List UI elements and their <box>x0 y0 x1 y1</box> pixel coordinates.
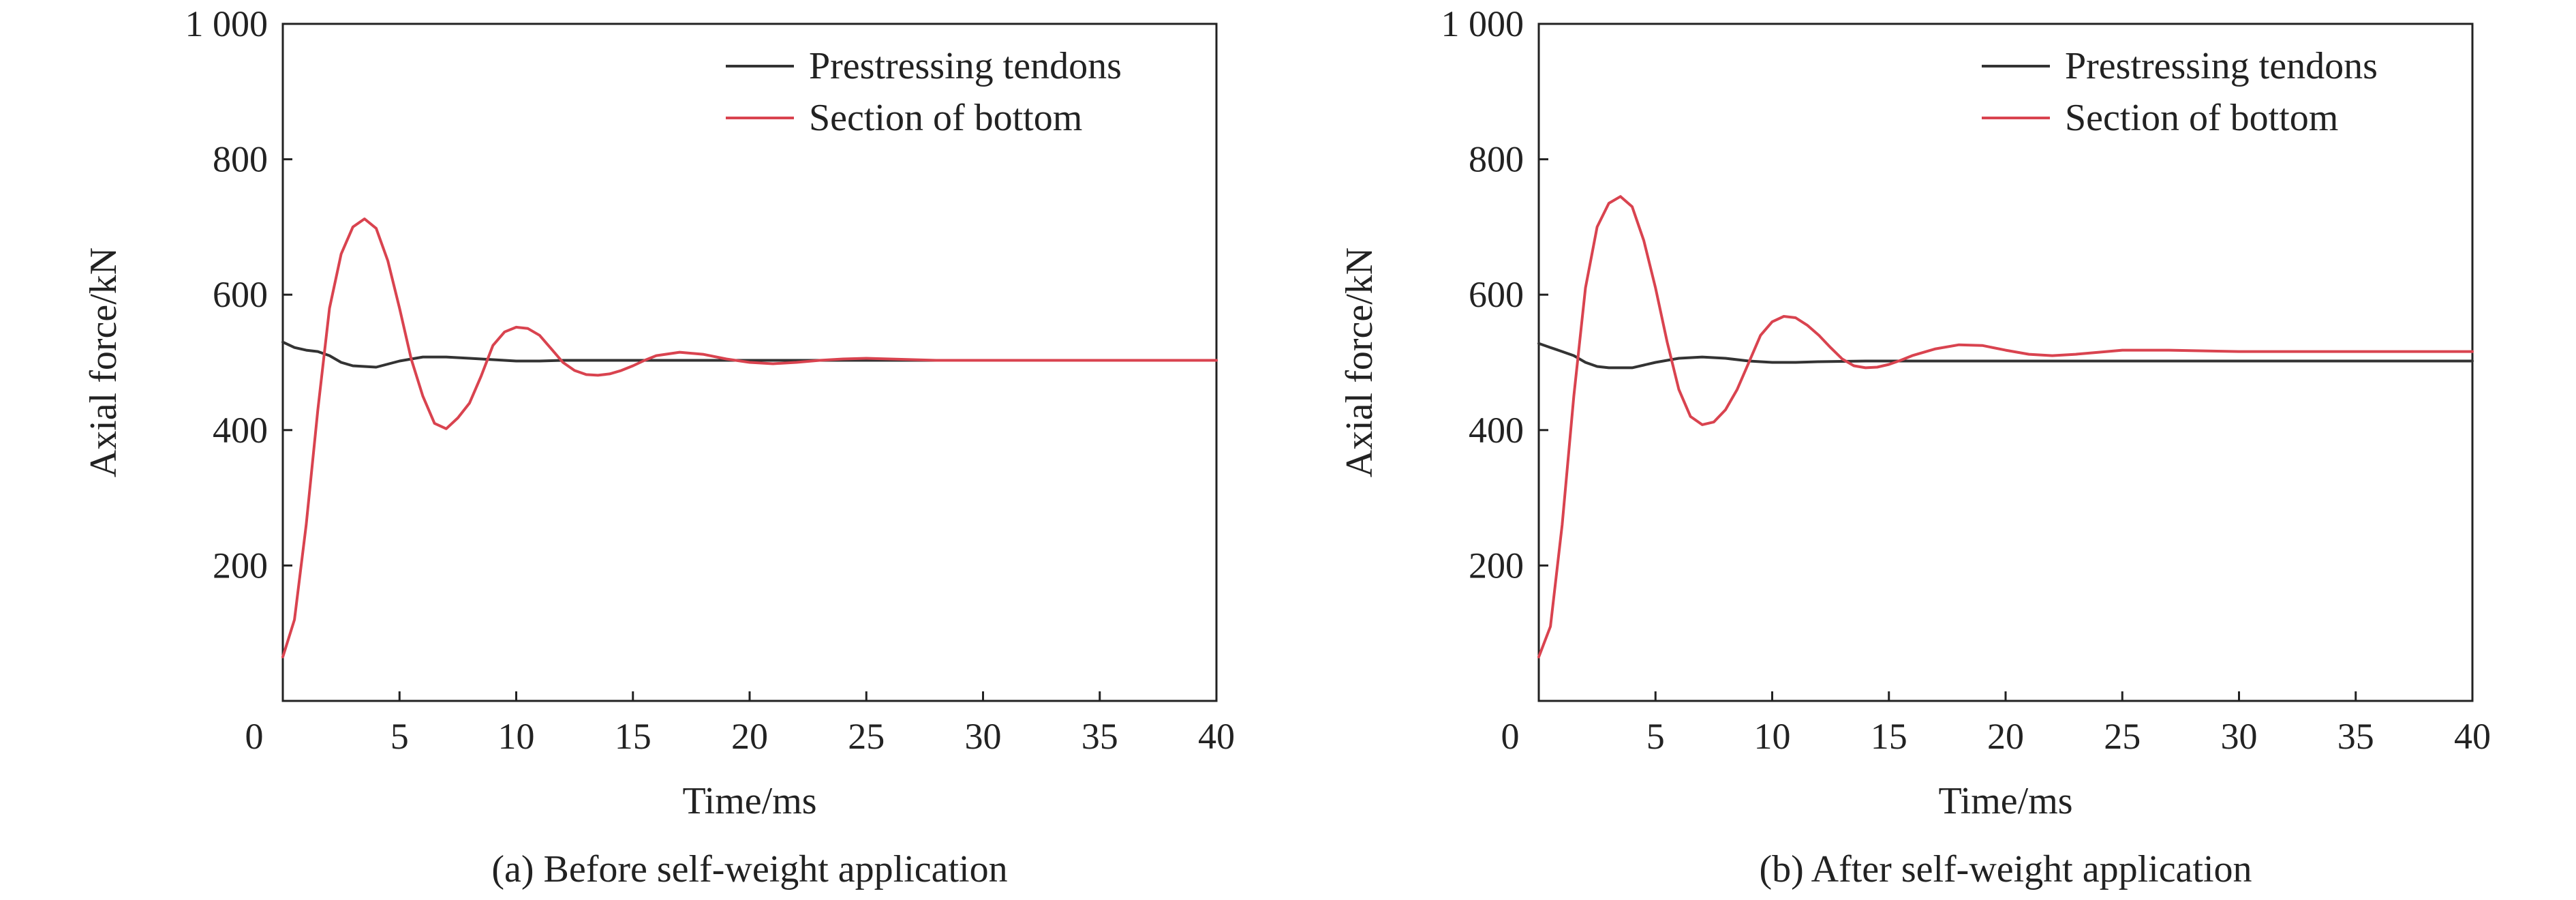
panel-b-legend-label-1: Section of bottom <box>2065 97 2338 139</box>
panel-a-legend-label-0: Prestressing tendons <box>809 45 1122 87</box>
panel-a: 0 5 10 15 20 25 30 35 40 200 400 600 800 1 000 Time/ms… <box>82 3 1235 890</box>
panel-a-y-axis-title: Axial force/kN <box>82 247 125 477</box>
panel-b-x-tick-label: 5 <box>1646 716 1665 757</box>
panel-a-series-section-of-bottom-line <box>281 217 1218 659</box>
panel-b-x-tick-label: 20 <box>1987 716 2024 757</box>
panel-a-y-tick-label: 400 <box>213 410 268 451</box>
panel-b: 0 5 10 15 20 25 30 35 40 200 400 600 800 1 000 Time/ms… <box>1338 3 2491 890</box>
panel-b-legend-label-0: Prestressing tendons <box>2065 45 2378 87</box>
panel-a-x-tick-label: 35 <box>1082 716 1118 757</box>
panel-b-caption: (b) After self-weight application <box>1759 848 2252 890</box>
panel-a-x-tick-label: 25 <box>848 716 885 757</box>
panel-a-y-tick-label: 800 <box>213 139 268 180</box>
panel-a-x-tick-label: 30 <box>965 716 1002 757</box>
panel-b-x-tick-label: 10 <box>1754 716 1791 757</box>
panel-b-x-tick-label: 0 <box>1501 716 1520 757</box>
panel-a-y-tick-label: 600 <box>213 274 268 315</box>
panel-a-x-tick-label: 20 <box>731 716 768 757</box>
panel-a-x-tick-label: 40 <box>1198 716 1235 757</box>
panel-a-x-tick-label: 0 <box>245 716 264 757</box>
panel-b-y-tick-label: 600 <box>1469 274 1524 315</box>
panel-a-y-tick-label: 200 <box>213 545 268 586</box>
panel-a-x-tick-label: 15 <box>615 716 651 757</box>
panel-b-x-tick-label: 30 <box>2221 716 2258 757</box>
panel-b-y-axis-title: Axial force/kN <box>1338 247 1381 477</box>
panel-b-x-tick-label: 25 <box>2104 716 2141 757</box>
panel-a-x-tick-label: 5 <box>390 716 409 757</box>
panel-b-x-axis-title: Time/ms <box>1938 780 2072 822</box>
panel-a-x-axis-title: Time/ms <box>682 780 816 822</box>
panel-b-x-tick-label: 15 <box>1871 716 1907 757</box>
panel-b-series-prestressing-tendons-line <box>1537 342 2474 370</box>
panel-b-y-tick-label: 1 000 <box>1441 3 1524 44</box>
panel-b-y-tick-label: 400 <box>1469 410 1524 451</box>
panel-b-y-tick-label: 800 <box>1469 139 1524 180</box>
panel-b-series-section-of-bottom-line <box>1537 195 2474 659</box>
panel-a-y-tick-label: 1 000 <box>185 3 269 44</box>
panel-b-x-tick-label: 35 <box>2337 716 2374 757</box>
panel-b-y-tick-label: 200 <box>1469 545 1524 586</box>
panel-a-legend-label-1: Section of bottom <box>809 97 1082 139</box>
panel-b-x-tick-label: 40 <box>2454 716 2491 757</box>
panel-a-series-prestressing-tendons-line <box>281 340 1218 369</box>
panel-a-x-tick-label: 10 <box>498 716 535 757</box>
panel-a-caption: (a) Before self-weight application <box>491 848 1007 890</box>
